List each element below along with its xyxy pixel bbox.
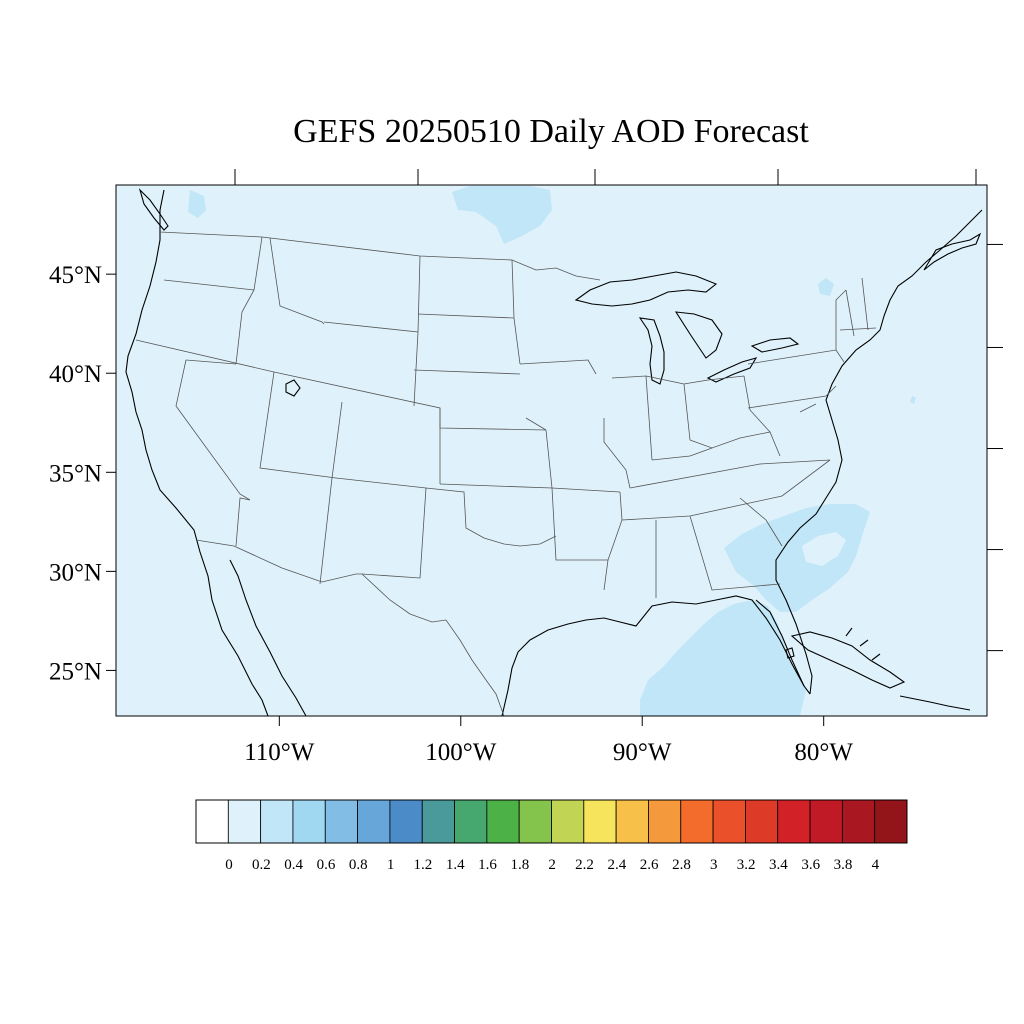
colorbar-swatch-14 bbox=[648, 799, 682, 844]
colorbar-swatch-4 bbox=[324, 799, 358, 844]
colorbar-swatch-11 bbox=[551, 799, 585, 844]
colorbar-swatch-12 bbox=[583, 799, 617, 844]
map-frame bbox=[115, 184, 988, 717]
aod-hole-atlantic bbox=[802, 532, 846, 566]
bahamas-coast bbox=[845, 627, 971, 711]
lon-label-110: 110°W bbox=[244, 739, 315, 766]
us-canada-border bbox=[159, 231, 601, 281]
colorbar-label-19: 3.8 bbox=[834, 857, 853, 873]
lat-label-40: 40°N bbox=[49, 361, 102, 388]
colorbar-swatch-19 bbox=[809, 799, 843, 844]
state-boundaries bbox=[135, 236, 877, 598]
colorbar-swatch-0 bbox=[195, 799, 229, 844]
aod-patch-canada-west bbox=[188, 190, 206, 218]
aod-patch-north bbox=[452, 186, 552, 244]
colorbar-label-18: 3.6 bbox=[801, 857, 820, 873]
colorbar-label-6: 1.2 bbox=[414, 857, 433, 873]
colorbar-label-17: 3.4 bbox=[769, 857, 788, 873]
lake-ontario bbox=[750, 337, 800, 353]
us-mexico-border bbox=[195, 539, 505, 716]
colorbar-swatch-21 bbox=[874, 799, 908, 844]
colorbar-label-20: 4 bbox=[872, 857, 880, 873]
page-title: GEFS 20250510 Daily AOD Forecast bbox=[293, 113, 809, 150]
lake-huron bbox=[674, 311, 723, 359]
colorbar-swatch-18 bbox=[777, 799, 811, 844]
vancouver-island bbox=[138, 188, 169, 231]
axis-ticks bbox=[106, 169, 1003, 726]
lon-label-80: 80°W bbox=[794, 739, 853, 766]
aod-field bbox=[125, 186, 983, 716]
colorbar-swatch-16 bbox=[712, 799, 746, 844]
colorbar-swatch-17 bbox=[745, 799, 779, 844]
florida-coast bbox=[755, 599, 805, 687]
colorbar-label-13: 2.6 bbox=[640, 857, 659, 873]
lat-label-25: 25°N bbox=[49, 658, 102, 685]
lon-label-100: 100°W bbox=[425, 739, 496, 766]
aod-patch-gulf bbox=[640, 600, 806, 716]
colorbar-label-7: 1.4 bbox=[446, 857, 465, 873]
map-panel: 45°N 40°N 35°N 30°N 25°N 110°W 100°W 90°W 80°W bbox=[49, 169, 1003, 766]
lake-michigan bbox=[638, 317, 665, 385]
colorbar-swatch-10 bbox=[518, 799, 552, 844]
colorbar-label-11: 2.2 bbox=[575, 857, 594, 873]
lat-label-45: 45°N bbox=[49, 262, 102, 289]
colorbar-swatch-3 bbox=[292, 799, 326, 844]
colorbar bbox=[195, 799, 908, 844]
colorbar-label-8: 1.6 bbox=[478, 857, 497, 873]
west-coastline bbox=[125, 189, 269, 716]
colorbar-label-3: 0.6 bbox=[317, 857, 336, 873]
colorbar-label-14: 2.8 bbox=[672, 857, 691, 873]
colorbar-label-0: 0 bbox=[225, 857, 233, 873]
lon-label-90: 90°W bbox=[613, 739, 672, 766]
colorbar-label-1: 0.2 bbox=[252, 857, 271, 873]
colorbar-label-15: 3 bbox=[710, 857, 718, 873]
colorbar-label-9: 1.8 bbox=[510, 857, 529, 873]
colorbar-swatch-9 bbox=[486, 799, 520, 844]
colorbar-label-10: 2 bbox=[548, 857, 556, 873]
aod-patch-new-england bbox=[818, 278, 834, 296]
latitude-labels: 45°N 40°N 35°N 30°N 25°N bbox=[49, 262, 102, 685]
us-east-coastline bbox=[775, 209, 983, 695]
longitude-labels: 110°W 100°W 90°W 80°W bbox=[244, 739, 853, 766]
nova-scotia-coast bbox=[923, 232, 982, 271]
colorbar-label-16: 3.2 bbox=[737, 857, 756, 873]
map-background bbox=[116, 185, 987, 716]
colorbar-swatch-13 bbox=[615, 799, 649, 844]
great-salt-lake bbox=[285, 379, 301, 397]
lake-okeechobee bbox=[785, 647, 795, 659]
colorbar-swatch-1 bbox=[227, 799, 262, 844]
colorbar-swatch-8 bbox=[454, 799, 488, 844]
lake-superior bbox=[574, 271, 718, 307]
colorbar-label-5: 1 bbox=[387, 857, 395, 873]
colorbar-frame bbox=[195, 799, 908, 844]
aod-patch-atlantic-small bbox=[910, 396, 916, 404]
baja-gulf-coast bbox=[229, 559, 307, 716]
lat-label-30: 30°N bbox=[49, 559, 102, 586]
colorbar-swatch-5 bbox=[357, 799, 391, 844]
colorbar-swatch-20 bbox=[841, 799, 876, 844]
colorbar-swatch-6 bbox=[389, 799, 423, 844]
colorbar-labels: 0 0.2 0.4 0.6 0.8 1 1.2 1.4 1.6 1.8 2 2.2 2.4 2.6 2.8 3… bbox=[225, 857, 879, 873]
colorbar-label-2: 0.4 bbox=[284, 857, 303, 873]
mexico-gulf-coast bbox=[501, 595, 811, 716]
aod-patch-atlantic bbox=[724, 504, 870, 612]
colorbar-label-4: 0.8 bbox=[349, 857, 368, 873]
colorbar-swatch-2 bbox=[260, 799, 294, 844]
lat-label-35: 35°N bbox=[49, 460, 102, 487]
cuba-coast bbox=[790, 631, 906, 689]
colorbar-swatch-15 bbox=[680, 799, 714, 844]
colorbar-swatch-7 bbox=[421, 799, 455, 844]
colorbar-label-12: 2.4 bbox=[607, 857, 626, 873]
